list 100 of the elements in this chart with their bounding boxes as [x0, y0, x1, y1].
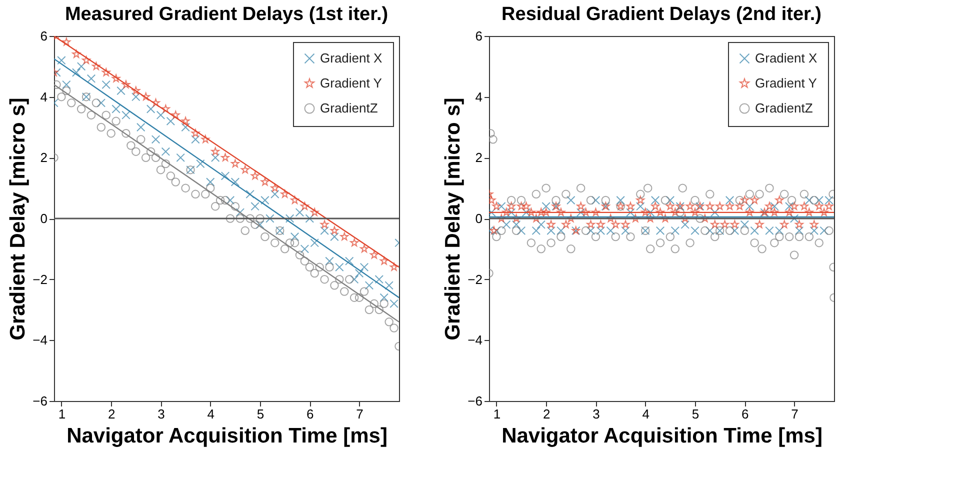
point	[804, 196, 814, 205]
point	[775, 226, 784, 236]
point	[546, 226, 556, 236]
point	[384, 281, 394, 290]
legend-label: Gradient X	[320, 50, 382, 66]
point	[166, 116, 176, 126]
y-tick-label: −6	[468, 394, 482, 408]
point	[181, 122, 190, 132]
point	[497, 202, 506, 211]
y-tick-label: −6	[32, 394, 48, 408]
point	[330, 226, 339, 234]
point	[260, 196, 270, 205]
point	[794, 226, 804, 236]
point	[616, 196, 625, 205]
point	[270, 184, 280, 192]
y-axis-title: Gradient Delay [micro s]	[442, 98, 465, 340]
point	[226, 196, 235, 205]
legend-label: Gradient Y	[320, 76, 382, 90]
legend-label: GradientZ	[320, 100, 378, 116]
point	[522, 208, 531, 217]
point	[690, 226, 700, 236]
x-tick-label: 3	[592, 406, 600, 422]
point	[122, 110, 130, 120]
point	[300, 244, 310, 254]
point	[152, 98, 160, 107]
y-axis-title: Gradient Delay [micro s]	[6, 98, 30, 340]
point	[92, 62, 100, 70]
point	[824, 196, 834, 205]
point	[576, 208, 586, 217]
point	[285, 214, 294, 223]
point	[502, 220, 511, 229]
point	[784, 202, 794, 211]
point	[260, 178, 270, 186]
point	[161, 147, 170, 156]
point	[670, 226, 680, 236]
point	[221, 153, 230, 162]
point	[740, 220, 750, 229]
y-tick-label: −2	[468, 272, 482, 287]
point	[506, 208, 516, 217]
x-tick-label: 6	[742, 406, 749, 422]
x-tick-label: 5	[692, 406, 700, 422]
point	[536, 220, 546, 229]
x-tick-label: 6	[306, 406, 314, 422]
point	[360, 244, 368, 253]
point	[340, 232, 349, 240]
point	[364, 281, 374, 290]
point	[745, 202, 754, 211]
point	[350, 274, 359, 284]
x-tick-label: 1	[493, 406, 501, 422]
x-axis-title: Navigator Acquisition Time [ms]	[66, 424, 388, 448]
x-tick-label: 4	[642, 406, 650, 422]
point	[820, 226, 828, 236]
point	[656, 226, 665, 236]
y-tick-label: −4	[32, 332, 48, 348]
point	[102, 80, 110, 90]
point	[146, 104, 156, 114]
point	[390, 262, 398, 271]
point	[62, 80, 71, 90]
point	[82, 56, 90, 64]
point	[176, 153, 185, 162]
point	[290, 232, 300, 242]
point	[591, 196, 600, 205]
x-tick-label: 3	[158, 406, 165, 422]
point	[344, 256, 354, 266]
point	[250, 172, 260, 180]
point	[310, 238, 319, 248]
point	[250, 202, 260, 211]
point	[112, 104, 120, 114]
point	[710, 208, 720, 217]
point	[191, 128, 200, 137]
point	[142, 92, 150, 100]
y-tick-label: 4	[475, 89, 482, 104]
point	[380, 256, 388, 265]
x-tick-label: 1	[58, 406, 66, 422]
point	[516, 226, 526, 236]
point	[810, 226, 819, 236]
point	[750, 226, 759, 236]
y-tick-label: −4	[468, 332, 482, 348]
point	[280, 190, 290, 198]
point	[72, 68, 81, 77]
point	[542, 202, 550, 211]
point	[266, 214, 274, 223]
point	[606, 226, 615, 236]
point	[320, 220, 329, 228]
y-tick-label: 2	[475, 150, 482, 166]
point	[596, 226, 606, 236]
point	[201, 135, 210, 144]
point	[305, 214, 314, 223]
point	[512, 220, 521, 229]
point	[132, 92, 140, 102]
point	[556, 226, 566, 236]
point	[790, 214, 799, 223]
y-tick-label: 2	[40, 150, 48, 166]
y-tick-label: 0	[475, 211, 482, 226]
y-tick-label: 4	[40, 89, 48, 104]
x-tick-label: 4	[207, 406, 214, 422]
legend-label: GradientZ	[755, 100, 813, 116]
y-tick-label: 0	[40, 211, 48, 226]
point	[62, 38, 71, 46]
point	[325, 256, 334, 266]
